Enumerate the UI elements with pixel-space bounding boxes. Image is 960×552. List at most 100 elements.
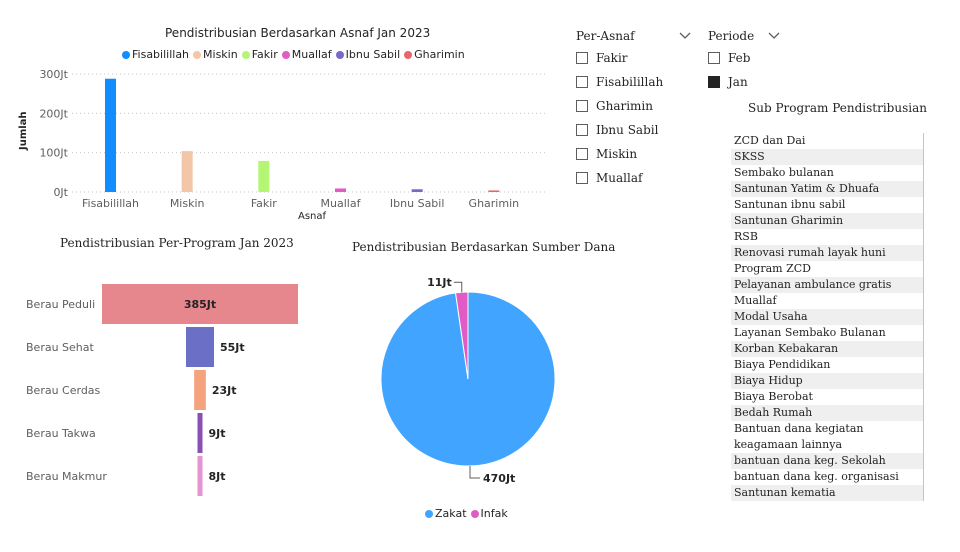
program-category-label: Berau Peduli	[26, 298, 95, 311]
table-row[interactable]: Korban Kebakaran	[731, 341, 923, 357]
asnaf-legend-item[interactable]: Muallaf	[281, 48, 332, 61]
checkbox[interactable]	[576, 172, 588, 184]
bar-fakir[interactable]	[258, 160, 270, 192]
asnaf-option-fakir[interactable]: Fakir	[576, 46, 663, 70]
funnel-bar-berau-cerdas[interactable]	[194, 370, 206, 410]
funnel-bar-berau-sehat[interactable]	[186, 327, 214, 367]
x-tick-label: Gharimin	[469, 197, 520, 210]
table-row[interactable]: Bantuan dana kegiatan keagamaan lainnya	[734, 422, 864, 451]
legend-dot-icon	[122, 50, 130, 59]
program-funnel-chart: Berau Peduli 385Jt Berau Sehat 55Jt Berau Ce…	[26, 284, 298, 496]
asnaf-legend-label: Ibnu Sabil	[345, 48, 401, 61]
table-row[interactable]: Biaya Pendidikan	[734, 358, 831, 371]
chevron-down-icon[interactable]	[679, 29, 691, 43]
periode-option-feb[interactable]: Feb	[708, 46, 750, 70]
legend-dot-icon	[335, 50, 344, 59]
table-row[interactable]: Program ZCD	[734, 262, 811, 275]
sub-program-title: Sub Program Pendistribusian	[748, 101, 927, 115]
asnaf-option-muallaf[interactable]: Muallaf	[576, 166, 663, 190]
table-row[interactable]: Muallaf	[734, 294, 777, 307]
program-value-label: 8Jt	[209, 470, 226, 483]
funnel-bar-berau-takwa[interactable]	[197, 413, 203, 453]
bar-ibnu-sabil[interactable]	[411, 189, 423, 192]
asnaf-option-ibnu-sabil[interactable]: Ibnu Sabil	[576, 118, 663, 142]
asnaf-slicer-header[interactable]: Per-Asnaf	[576, 29, 691, 43]
legend-dot-icon	[241, 50, 250, 59]
checkbox[interactable]	[576, 76, 588, 88]
y-tick-label: 100Jt	[39, 147, 68, 160]
program-category-label: Berau Cerdas	[26, 384, 101, 397]
y-tick-label: 300Jt	[39, 68, 68, 81]
sub-program-table[interactable]: ZCD dan Dai SKSS Sembako bulanan Santunan Y…	[731, 133, 924, 501]
table-row[interactable]: Layanan Sembako Bulanan	[734, 326, 886, 339]
table-row[interactable]: Santunan ibnu sabil	[734, 198, 846, 211]
asnaf-legend-item[interactable]: Gharimin	[404, 48, 465, 61]
source-legend-label: Zakat	[435, 507, 467, 520]
periode-option-label: Jan	[728, 75, 748, 89]
source-pie-chart: 470Jt 11Jt	[380, 276, 556, 485]
asnaf-legend-label: Fisabilillah	[132, 48, 190, 61]
table-row[interactable]: Sembako bulanan	[734, 166, 834, 179]
chevron-down-icon[interactable]	[768, 29, 780, 43]
table-row[interactable]: ZCD dan Dai	[734, 134, 806, 147]
table-row[interactable]: Santunan Gharimin	[731, 213, 923, 229]
source-chart-legend: Zakat Infak	[425, 507, 512, 520]
program-chart-title: Pendistribusian Per-Program Jan 2023	[60, 236, 294, 250]
periode-slicer-list: Feb Jan	[708, 46, 750, 94]
asnaf-option-fisabilillah[interactable]: Fisabilillah	[576, 70, 663, 94]
checkbox[interactable]	[708, 76, 720, 88]
table-row[interactable]: Biaya Hidup	[731, 373, 923, 389]
asnaf-option-miskin[interactable]: Miskin	[576, 142, 663, 166]
pie-slice-infak[interactable]	[454, 291, 469, 380]
program-category-label: Berau Makmur	[26, 470, 107, 483]
table-row[interactable]: Pelayanan ambulance gratis	[731, 277, 923, 293]
periode-slicer-header[interactable]: Periode	[708, 29, 780, 43]
source-legend-item[interactable]: Zakat	[425, 507, 467, 520]
asnaf-option-gharimin[interactable]: Gharimin	[576, 94, 663, 118]
asnaf-legend-label: Miskin	[203, 48, 238, 61]
legend-dot-icon	[281, 50, 290, 59]
program-value-label: 23Jt	[212, 384, 237, 397]
bar-fisabilillah[interactable]	[105, 78, 116, 192]
table-row[interactable]: RSB	[734, 230, 758, 243]
checkbox[interactable]	[576, 52, 588, 64]
source-legend-item[interactable]: Infak	[470, 507, 508, 520]
checkbox[interactable]	[576, 124, 588, 136]
periode-option-label: Feb	[728, 51, 751, 65]
leader-line	[469, 466, 480, 479]
checkbox[interactable]	[576, 148, 588, 160]
bar-miskin[interactable]	[181, 151, 193, 192]
asnaf-legend-item[interactable]: Miskin	[193, 48, 238, 61]
table-row[interactable]: Renovasi rumah layak huni	[731, 245, 923, 261]
checkbox[interactable]	[576, 100, 588, 112]
table-row[interactable]: SKSS	[731, 149, 923, 165]
y-tick-label: 200Jt	[39, 107, 68, 120]
table-row[interactable]: Santunan Yatim & Dhuafa	[731, 181, 923, 197]
table-row[interactable]: bantuan dana keg. organisasi	[734, 470, 899, 483]
x-tick-label: Fakir	[251, 197, 277, 210]
asnaf-x-axis-label: Asnaf	[298, 211, 326, 222]
bar-muallaf[interactable]	[335, 188, 346, 192]
program-category-label: Berau Takwa	[26, 427, 96, 440]
asnaf-option-label: Muallaf	[596, 171, 643, 185]
x-tick-label: Muallaf	[321, 197, 362, 210]
program-category-label: Berau Sehat	[26, 341, 95, 354]
bar-gharimin[interactable]	[488, 190, 500, 192]
table-row[interactable]: Bedah Rumah	[731, 405, 923, 421]
x-tick-label: Ibnu Sabil	[390, 197, 444, 210]
funnel-bar-berau-makmur[interactable]	[197, 456, 203, 496]
table-row[interactable]: Santunan kematia	[731, 485, 923, 501]
asnaf-legend-item[interactable]: Fakir	[241, 48, 278, 61]
table-row[interactable]: Modal Usaha	[731, 309, 923, 325]
pie-value-label: 11Jt	[427, 276, 452, 289]
x-tick-label: Fisabilillah	[82, 197, 139, 210]
asnaf-legend-item[interactable]: Ibnu Sabil	[335, 48, 401, 61]
checkbox[interactable]	[708, 52, 720, 64]
periode-option-jan[interactable]: Jan	[708, 70, 750, 94]
funnel-bar-berau-peduli[interactable]	[102, 284, 298, 324]
program-value-label: 385Jt	[184, 298, 216, 311]
table-row[interactable]: bantuan dana keg. Sekolah	[731, 453, 923, 469]
source-legend-label: Infak	[480, 507, 508, 520]
table-row[interactable]: Biaya Berobat	[734, 390, 813, 403]
asnaf-legend-item[interactable]: Fisabilillah	[122, 48, 189, 61]
